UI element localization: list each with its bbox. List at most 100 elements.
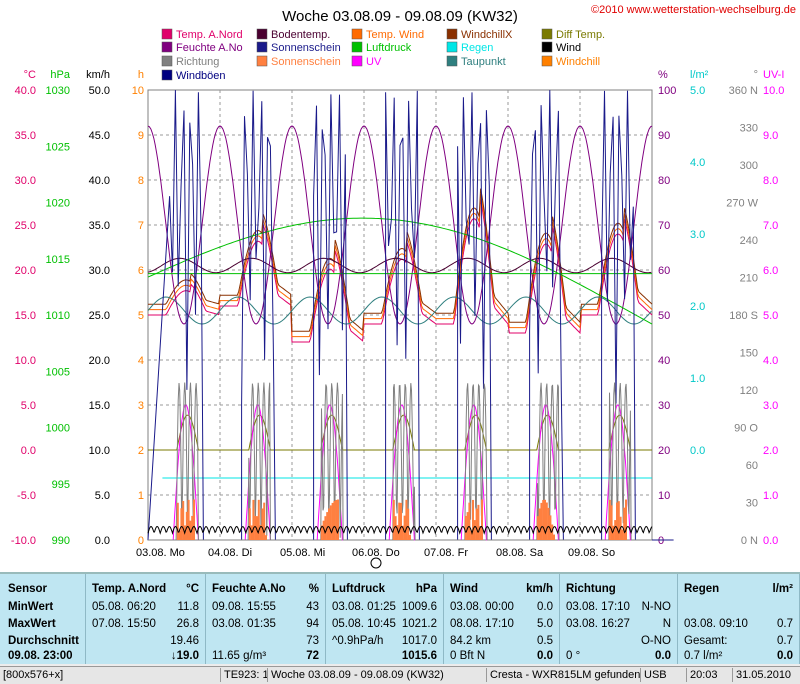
series-sonnenschein-bar	[608, 499, 611, 540]
stats-column: Regen l/m² 03.08. 09:10 0.7 Gesamt: 0.7 0.7 l/…	[678, 574, 800, 664]
time-marker-icon	[370, 557, 382, 569]
series-sonnenschein-bar	[333, 501, 336, 540]
cell-value: 1021.2	[401, 618, 437, 630]
status-station: Cresta - WXR815LM gefunden	[486, 668, 640, 682]
axis-tick-hpa: 1010	[46, 310, 70, 322]
cell-info: 84.2 km	[450, 635, 491, 647]
row-label: Durchschnitt	[8, 635, 79, 647]
axis-tick-kmh: 25.0	[89, 310, 110, 322]
series-sonnenschein-bar	[616, 502, 618, 540]
axis-tick-pct: 60	[658, 265, 670, 277]
axis-tick-pct: 0	[658, 535, 664, 547]
column-header: Wind	[450, 583, 478, 595]
axis-tick-c: 20.0	[15, 265, 36, 277]
legend-swatch	[161, 55, 173, 67]
series-sonnenschein-bar	[176, 502, 179, 540]
series-sonnenschein-bar	[542, 499, 545, 540]
series-sonnenschein-bar	[187, 499, 190, 540]
day-label: 05.08. Mi	[280, 547, 325, 559]
series-sonnenschein-bar	[182, 500, 185, 540]
axis-tick-uv: 6.0	[763, 265, 778, 277]
series-sonnenschein-bar	[337, 499, 339, 540]
series-sonnenschein-bar	[479, 526, 482, 540]
axis-tick-uv: 2.0	[763, 445, 778, 457]
cell-value: O-NO	[640, 635, 671, 647]
legend-swatch	[541, 28, 553, 40]
row-label: MinWert	[8, 601, 54, 613]
axis-tick-deg: 60	[746, 460, 758, 472]
series-sonnenschein-bar	[324, 516, 327, 540]
axis-tick-deg: 90 O	[734, 423, 758, 435]
cell-info: 03.08. 01:35	[212, 618, 276, 630]
series-sonnenschein-bar	[256, 516, 258, 540]
column-header: Richtung	[566, 583, 616, 595]
axis-tick-uv: 1.0	[763, 490, 778, 502]
status-size: [800x576+x]	[3, 669, 64, 681]
series-sonnenschein-bar	[617, 501, 620, 540]
axis-tick-lm2: 4.0	[690, 157, 705, 169]
series-sonnenschein-bar	[468, 502, 471, 540]
series-sonnenschein-bar	[621, 529, 624, 540]
axis-tick-uv: 3.0	[763, 400, 778, 412]
cell-info: 07.08. 15:50	[92, 618, 156, 630]
cell-info: 03.08. 01:25	[332, 601, 396, 613]
axis-tick-h: 10	[132, 85, 144, 97]
series-temp-anord	[148, 199, 653, 343]
axis-tick-hpa: 990	[52, 535, 70, 547]
cell-value: 0.5	[537, 635, 553, 647]
column-header: Temp. A.Nord	[92, 583, 167, 595]
cell-value: N	[662, 618, 671, 630]
axis-tick-hpa: 1015	[46, 254, 70, 266]
axis-tick-pct: 90	[658, 130, 670, 142]
axis-tick-deg: 360 N	[729, 85, 758, 97]
cell-value: 1017.0	[401, 635, 437, 647]
column-unit: %	[308, 583, 319, 595]
series-sonnenschein-bar	[328, 508, 330, 540]
cell-value: 0.7	[777, 635, 793, 647]
legend-swatch	[351, 41, 363, 53]
legend-label: Sonnenschein	[271, 56, 341, 68]
stats-column: Wind km/h 03.08. 00:00 0.0 08.08. 17:10 5.0 84…	[444, 574, 560, 664]
series-sonnenschein-bar	[326, 512, 329, 540]
axis-tick-h: 5	[138, 310, 144, 322]
series-sonnenschein-bar	[331, 502, 334, 540]
axis-tick-kmh: 45.0	[89, 130, 110, 142]
axis-tick-deg: 120	[740, 385, 758, 397]
column-header: Regen	[684, 583, 720, 595]
axis-tick-kmh: 20.0	[89, 355, 110, 367]
axis-tick-uv: 10.0	[763, 85, 784, 97]
series-sonnenschein-bar	[265, 535, 267, 540]
axis-tick-kmh: 30.0	[89, 265, 110, 277]
cell-value: 0.7	[777, 618, 793, 630]
axis-tick-deg: 330	[740, 123, 758, 135]
series-sonnenschein-bar	[544, 499, 546, 540]
chart-svg: Woche 03.08.09 - 09.08.09 (KW32) ©2010 w…	[11, 4, 796, 569]
axis-tick-deg: 150	[740, 348, 758, 360]
series-sonnenschein-bar	[549, 515, 552, 540]
legend-label: Taupunkt	[461, 56, 506, 68]
legend-label: Temp. Wind	[366, 29, 424, 41]
cell-value: 11.8	[177, 601, 199, 613]
column-unit: hPa	[415, 583, 437, 595]
stats-column: Feuchte A.No% 09.08. 15:55 43 03.08. 01:35 9…	[206, 574, 326, 664]
series-taupunkt	[147, 296, 652, 325]
axis-unit-c: °C	[24, 69, 36, 81]
axis-tick-lm2: 3.0	[690, 229, 705, 241]
cell-value: 26.8	[176, 618, 199, 630]
series-sonnenschein-bar	[477, 504, 480, 540]
cell-info: Gesamt:	[684, 635, 728, 647]
axis-tick-c: 30.0	[15, 175, 36, 187]
series-sonnenschein-bar	[248, 508, 251, 540]
series-sonnenschein-bar	[464, 515, 467, 540]
axis-tick-h: 7	[138, 220, 144, 232]
series-sonnenschein-bar	[538, 508, 541, 540]
day-label: 04.08. Di	[208, 547, 252, 559]
series-luftdruck	[147, 217, 653, 325]
cell-value: ↓19.0	[170, 650, 199, 662]
series-sonnenschein-bar	[263, 502, 266, 540]
series-sonnenschein-bar	[329, 505, 332, 540]
axis-tick-pct: 20	[658, 445, 670, 457]
cell-value: 0.0	[537, 601, 553, 613]
row-label: 09.08. 23:00	[8, 650, 73, 662]
legend-swatch	[446, 41, 458, 53]
